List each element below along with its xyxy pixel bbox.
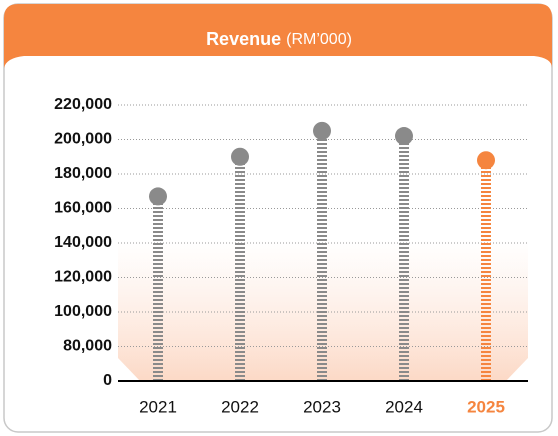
y-tick-label: 100,000 — [54, 303, 112, 320]
y-tick-label: 80,000 — [63, 338, 112, 355]
y-tick-label: 160,000 — [54, 200, 112, 217]
x-tick-label: 2024 — [385, 397, 423, 416]
dot — [395, 127, 413, 146]
y-tick-label: 0 — [103, 372, 112, 389]
x-tick-label: 2025 — [467, 397, 505, 416]
y-tick-label: 200,000 — [54, 131, 112, 148]
y-tick-label: 220,000 — [54, 96, 112, 113]
chart-title-group: Revenue (RM’000) — [206, 29, 352, 49]
y-tick-label: 140,000 — [54, 234, 112, 251]
dot — [149, 187, 167, 206]
unit: (RM’000) — [286, 31, 352, 48]
y-tick-label: 120,000 — [54, 269, 112, 286]
x-tick-label: 2023 — [303, 397, 341, 416]
dot — [477, 151, 495, 170]
dot — [231, 147, 249, 166]
dot — [313, 121, 331, 140]
x-tick-label: 2021 — [139, 397, 177, 416]
header — [4, 4, 552, 68]
chart-title: Revenue — [206, 29, 281, 49]
y-tick-label: 180,000 — [54, 165, 112, 182]
plot-background — [118, 240, 528, 381]
x-tick-label: 2022 — [221, 397, 259, 416]
